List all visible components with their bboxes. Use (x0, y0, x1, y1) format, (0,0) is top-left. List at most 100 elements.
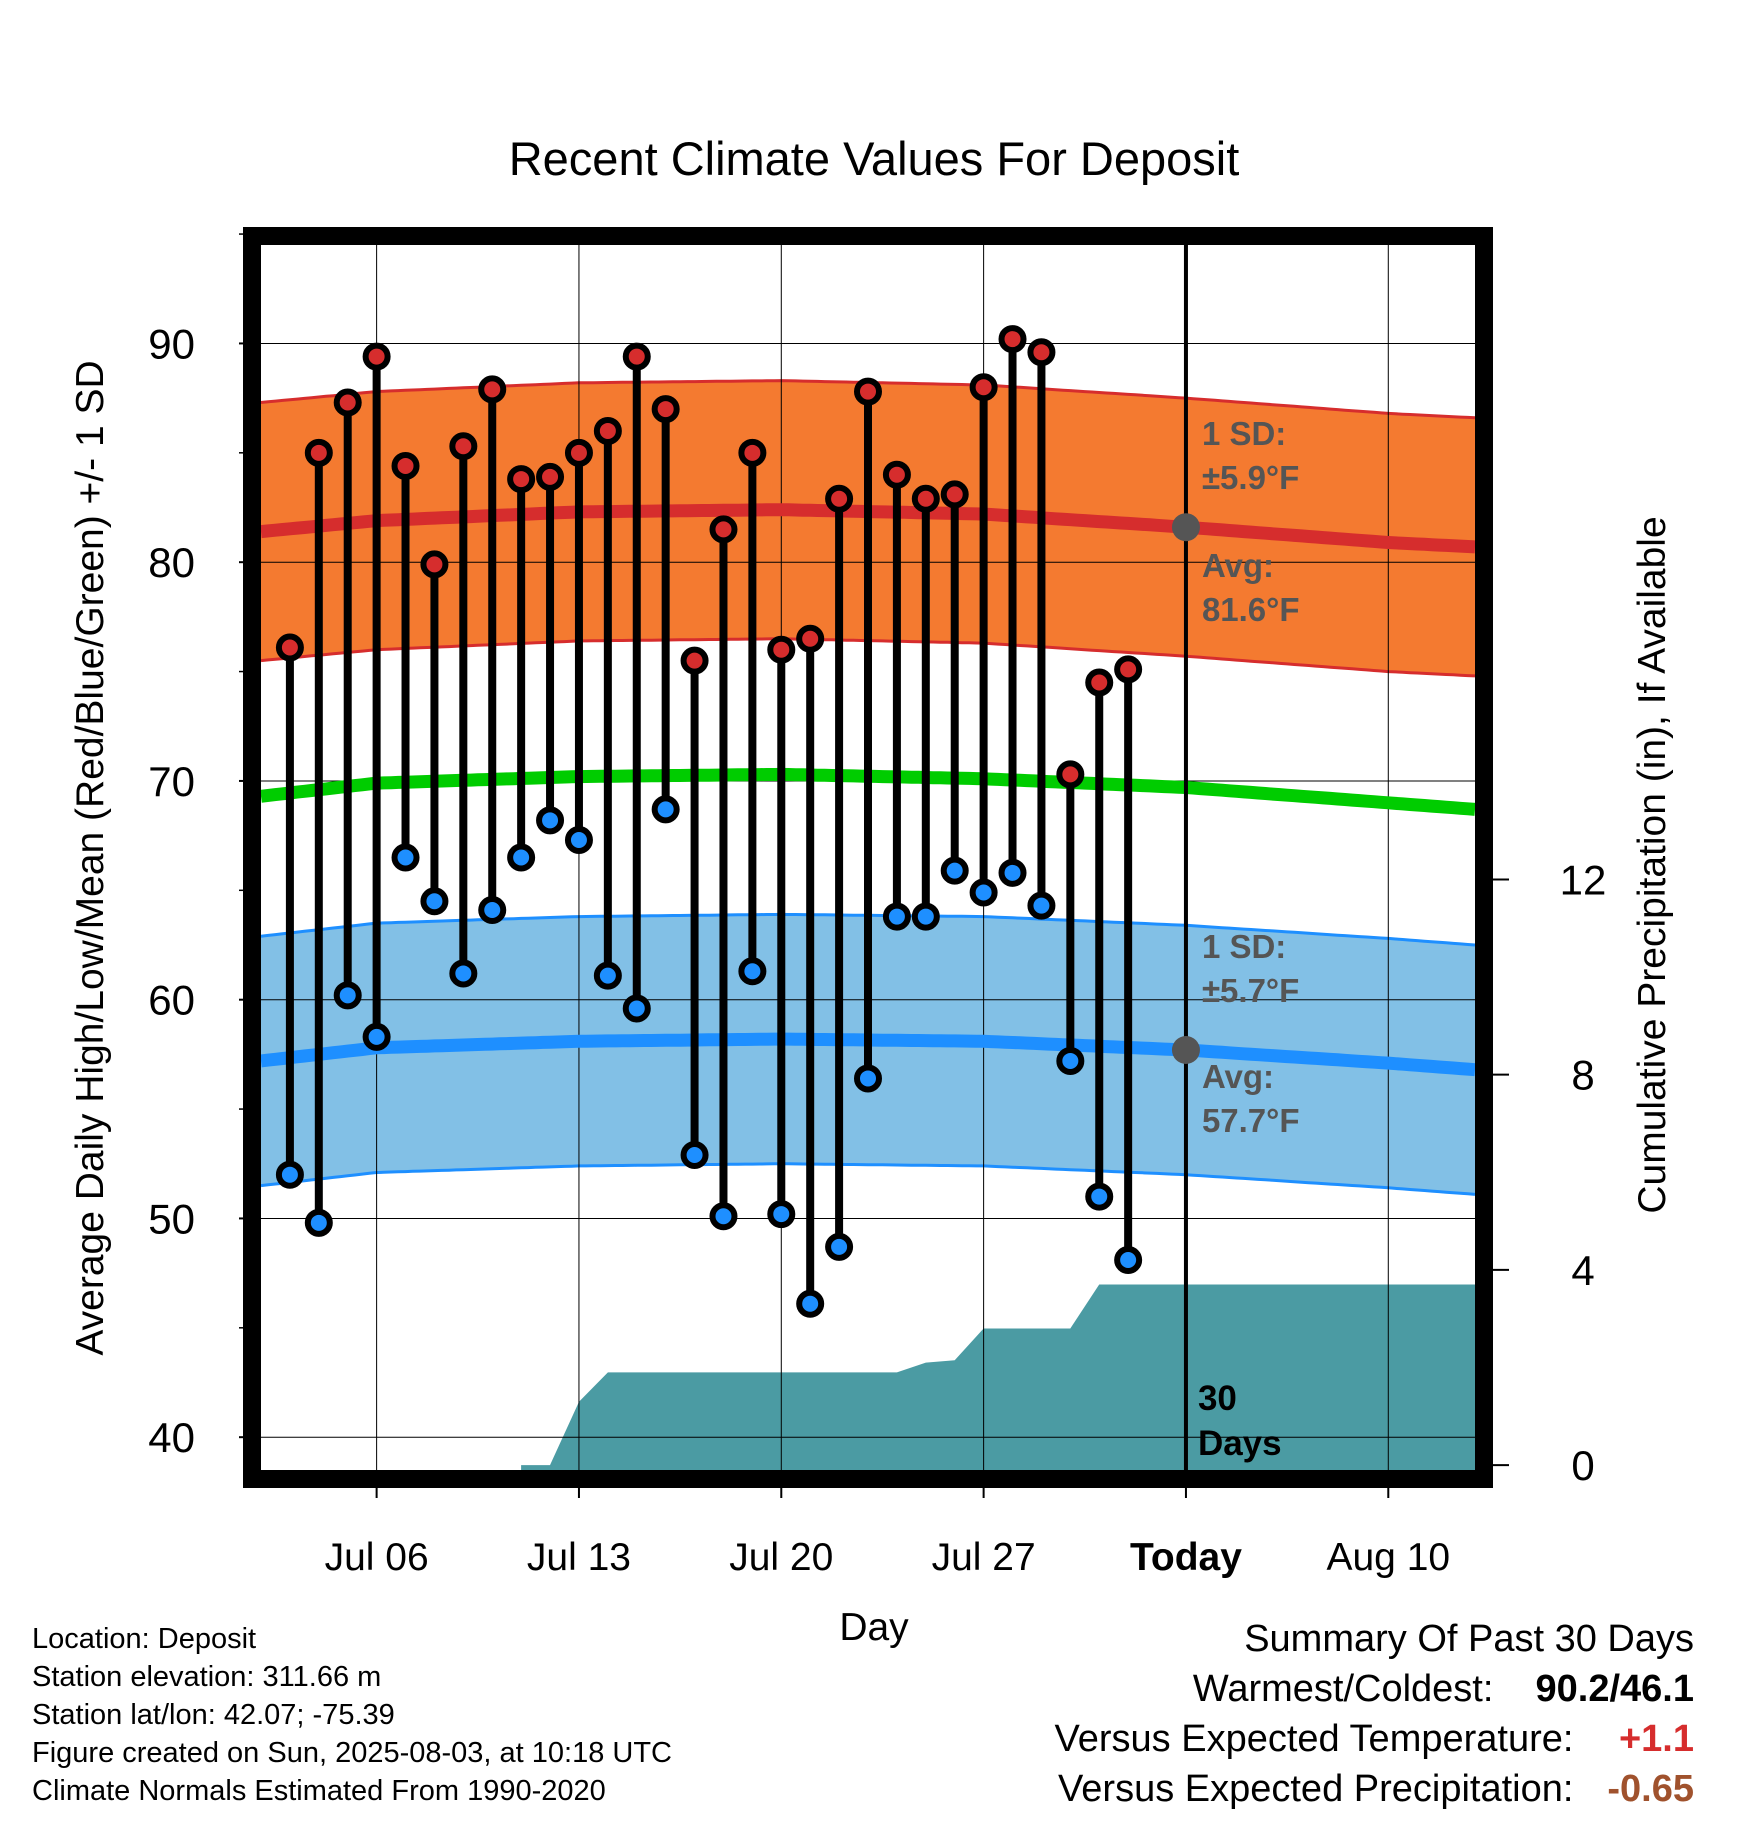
y2-tick-label: 0 (1571, 1442, 1594, 1489)
x-tick-label: Jul 27 (932, 1536, 1036, 1579)
low-sd-value: ±5.7°F (1202, 972, 1299, 1009)
y-tick-label: 50 (148, 1195, 195, 1242)
daily-low-point (940, 856, 969, 885)
daily-low-point (1027, 891, 1056, 920)
daily-high-point (796, 624, 825, 653)
daily-low-point (709, 1202, 738, 1231)
warm-cold-row: Warmest/Coldest: 90.2/46.1 (1055, 1664, 1694, 1714)
daily-low-point (911, 902, 940, 931)
low-avg-value: 57.7°F (1202, 1102, 1300, 1139)
low-avg-label: Avg: (1202, 1058, 1274, 1095)
daily-low-point (536, 806, 565, 835)
summary-panel: Summary Of Past 30 Days Warmest/Coldest:… (1055, 1614, 1694, 1814)
daily-low-point (304, 1208, 333, 1237)
daily-high-point (1085, 668, 1114, 697)
x-tick-label: Today (1130, 1536, 1242, 1579)
daily-high-point (362, 342, 391, 371)
daily-high-point (275, 633, 304, 662)
daily-low-point (738, 957, 767, 986)
x-tick-label: Jul 20 (729, 1536, 833, 1579)
daily-low-point (882, 902, 911, 931)
daily-low-point (1114, 1246, 1143, 1274)
daily-high-point (1056, 760, 1085, 789)
daily-low-point (998, 858, 1027, 887)
daily-low-point (825, 1232, 854, 1261)
daily-high-point (304, 438, 333, 467)
plot-frame (243, 227, 1493, 1488)
high-sd-value: ±5.9°F (1202, 459, 1299, 496)
precip-label: Versus Expected Precipitation: (1058, 1768, 1574, 1810)
low-sd-label: 1 SD: (1202, 928, 1286, 965)
daily-high-point (1027, 338, 1056, 367)
y2-axis-label: Cumulative Precipitation (in), If Availa… (1631, 516, 1674, 1213)
x-axis-label: Day (839, 1606, 909, 1649)
daily-low-point (1085, 1182, 1114, 1211)
latlon-text: Station lat/lon: 42.07; -75.39 (32, 1699, 395, 1731)
precipitation-area (521, 1284, 1475, 1470)
chart-title: Recent Climate Values For Deposit (509, 132, 1240, 185)
daily-low-point (362, 1022, 391, 1051)
daily-low-point (478, 896, 507, 924)
observations (275, 325, 1143, 1318)
temp-row: Versus Expected Temperature: +1.1 (1055, 1714, 1694, 1764)
x-tick-label: Jul 06 (325, 1536, 429, 1579)
today-avg-low-marker (1171, 1036, 1200, 1064)
daily-low-point (651, 795, 680, 824)
daily-high-point (854, 377, 882, 406)
daily-high-point (767, 635, 796, 664)
warm-cold-value: 90.2/46.1 (1535, 1668, 1694, 1710)
y-tick-label: 60 (148, 977, 195, 1024)
daily-low-point (564, 826, 593, 854)
normals-text: Climate Normals Estimated From 1990-2020 (32, 1775, 606, 1807)
daily-high-point (969, 373, 998, 402)
precipitation-area-fill (521, 1284, 1475, 1470)
temp-value: +1.1 (1618, 1718, 1694, 1760)
daily-high-point (680, 646, 709, 675)
daily-low-point (333, 981, 362, 1010)
period-label-days: Days (1198, 1424, 1282, 1463)
daily-high-point (622, 342, 651, 371)
daily-high-point (651, 395, 680, 424)
daily-low-point (622, 994, 651, 1023)
daily-high-point (1114, 655, 1143, 684)
elevation-text: Station elevation: 311.66 m (32, 1661, 382, 1693)
y2-tick-label: 8 (1571, 1052, 1594, 1099)
created-text: Figure created on Sun, 2025-08-03, at 10… (32, 1737, 672, 1769)
high-avg-value: 81.6°F (1202, 591, 1300, 628)
daily-high-point (564, 438, 593, 467)
y-tick-label: 80 (148, 539, 195, 586)
daily-high-point (882, 460, 911, 489)
today-avg-high-marker (1171, 513, 1200, 542)
daily-low-point (767, 1200, 796, 1229)
daily-low-point (449, 959, 478, 988)
daily-high-point (449, 432, 478, 461)
daily-low-point (1056, 1046, 1085, 1075)
daily-high-point (709, 515, 738, 544)
daily-high-point (825, 484, 854, 513)
low-sd-lower-line (260, 1162, 1476, 1196)
precip-value: -0.65 (1607, 1768, 1694, 1810)
daily-high-point (333, 388, 362, 417)
y-tick-label: 40 (148, 1414, 195, 1461)
daily-high-point (420, 550, 449, 579)
daily-low-point (391, 843, 420, 872)
daily-low-point (275, 1160, 304, 1189)
high-sd-label: 1 SD: (1202, 415, 1286, 452)
daily-high-point (738, 438, 767, 467)
precip-row: Versus Expected Precipitation: -0.65 (1055, 1764, 1694, 1814)
period-label-number: 30 (1198, 1379, 1237, 1418)
daily-high-point (998, 325, 1027, 354)
daily-high-point (911, 484, 940, 513)
axes: 40 50 60 70 80 90 0 4 8 12 Jul 06 Jul 13 Jul 20 Jul 2… (69, 233, 1674, 1649)
y-axis-label: Average Daily High/Low/Mean (Red/Blue/Gr… (69, 360, 112, 1355)
daily-high-point (593, 416, 622, 445)
daily-high-point (940, 480, 969, 509)
daily-low-point (593, 961, 622, 990)
warm-cold-label: Warmest/Coldest: (1192, 1668, 1494, 1710)
y2-tick-label: 4 (1571, 1247, 1594, 1294)
summary-title: Summary Of Past 30 Days (1244, 1618, 1694, 1660)
daily-low-point (680, 1141, 709, 1169)
daily-low-point (969, 878, 998, 907)
station-info: Location: Deposit Station elevation: 311… (32, 1620, 672, 1810)
